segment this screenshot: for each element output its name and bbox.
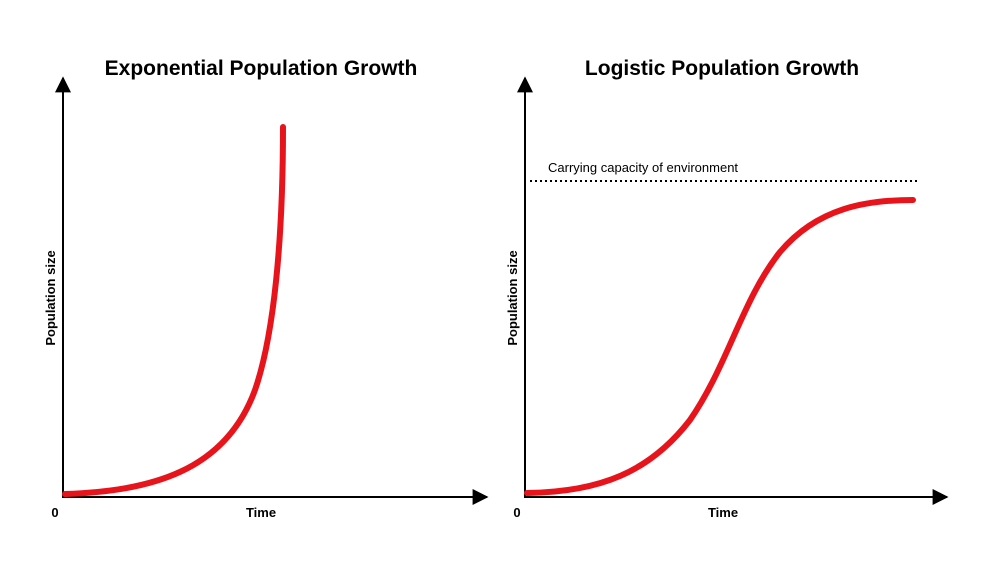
annotation: Carrying capacity of environment xyxy=(548,160,738,175)
x-axis-label: Time xyxy=(708,505,738,520)
x-axis-label: Time xyxy=(246,505,276,520)
growth-curve xyxy=(62,124,286,497)
growth-curve xyxy=(524,197,916,496)
exponential-panel: Exponential Population Growth Population… xyxy=(43,57,489,520)
origin-label: 0 xyxy=(513,505,520,520)
y-axis-label: Population size xyxy=(43,250,58,345)
y-axis-label: Population size xyxy=(505,250,520,345)
logistic-panel: Logistic Population Growth Population si… xyxy=(505,57,949,520)
panel-title: Exponential Population Growth xyxy=(105,57,418,80)
origin-label: 0 xyxy=(51,505,58,520)
panel-title: Logistic Population Growth xyxy=(585,57,859,80)
